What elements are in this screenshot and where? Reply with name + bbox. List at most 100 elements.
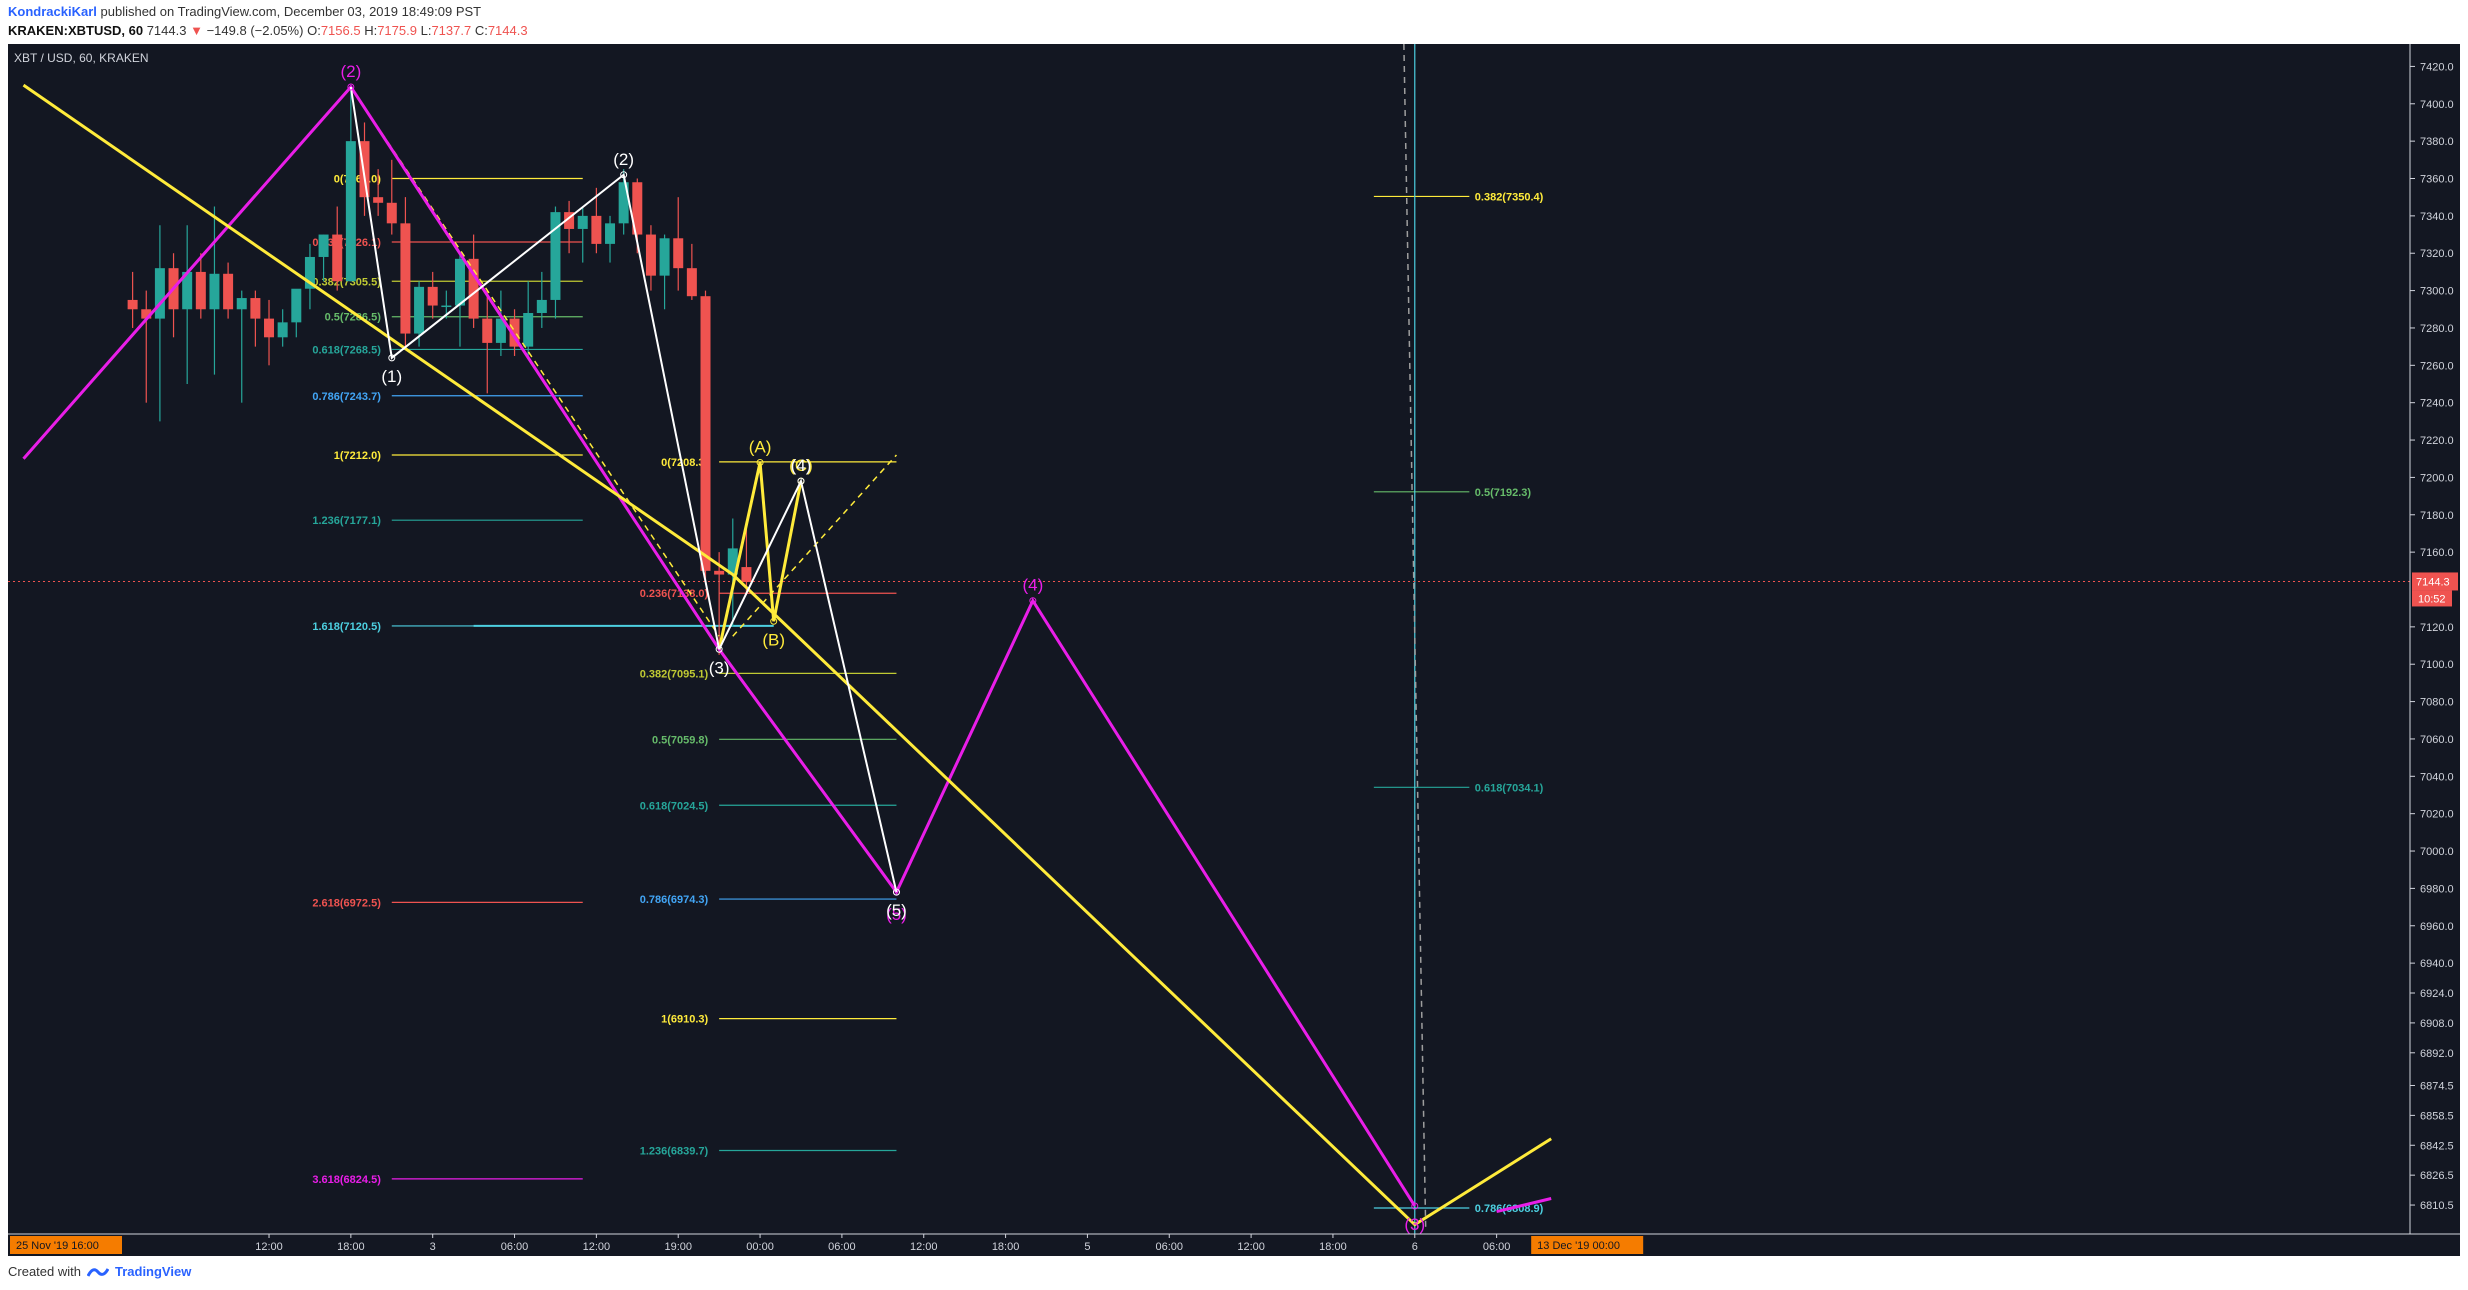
author-link[interactable]: KondrackiKarl [8, 4, 97, 19]
last-price-tag [2412, 572, 2458, 591]
candle [154, 225, 165, 422]
candle [386, 159, 397, 235]
y-tick-label: 6892.0 [2420, 1048, 2454, 1060]
publish-text: published on TradingView.com, December 0… [100, 4, 482, 19]
candle-body [345, 141, 356, 282]
candle-body [277, 322, 288, 338]
close-value: 7144.3 [487, 23, 528, 38]
yellow-trend [22, 83, 1552, 1227]
candle-body [632, 182, 643, 235]
fib-level-label: 0.382(7305.5) [312, 276, 381, 288]
candle-body [659, 238, 670, 276]
candle-body [332, 234, 343, 282]
candle [304, 243, 315, 310]
close-label: C: [474, 23, 488, 38]
footer: Created with TradingView [8, 1264, 191, 1279]
y-tick-label: 7000.0 [2420, 846, 2454, 858]
candle [427, 271, 438, 319]
time-range-tag [1531, 1236, 1644, 1254]
candle [250, 290, 261, 347]
fib-level-label: 1.236(7177.1) [312, 515, 381, 527]
wave-label: (A) [749, 437, 772, 456]
candle-body [318, 234, 329, 257]
candle [741, 524, 752, 596]
symbol-name: KRAKEN:XBTUSD, 60 [8, 23, 144, 38]
candle [536, 271, 547, 328]
price-axis [2410, 44, 2460, 1256]
candle-body [495, 318, 506, 343]
wave-point [892, 888, 900, 896]
candle [373, 169, 384, 216]
countdown-tag [2412, 590, 2452, 607]
fib-level-label: 0.5(7059.8) [652, 734, 709, 746]
candle-body [386, 202, 397, 224]
candle [332, 206, 343, 291]
countdown-value: 10:52 [2418, 593, 2446, 605]
created-with: Created with [8, 1264, 81, 1279]
x-tick-label: 6 [1412, 1241, 1418, 1253]
wave-point [770, 617, 778, 625]
candle [236, 290, 247, 403]
tradingview-logo-icon [86, 1267, 109, 1277]
candle [727, 518, 738, 627]
candle-body [182, 271, 193, 310]
candle [141, 290, 152, 403]
white-wave-a [349, 86, 721, 650]
candle [482, 290, 493, 394]
wave-point [388, 354, 396, 362]
candle-body [714, 570, 725, 575]
candle [209, 206, 220, 375]
candle-body [741, 567, 752, 583]
candle-body [427, 286, 438, 306]
last-price-value: 7144.3 [2416, 576, 2450, 588]
wave-label: (4) [1022, 576, 1043, 595]
y-tick-label: 6908.0 [2420, 1018, 2454, 1030]
y-tick-label: 6940.0 [2420, 958, 2454, 970]
wave-label: (4) [791, 456, 812, 475]
candle-body [154, 268, 165, 319]
candle [182, 225, 193, 384]
candle-body [577, 215, 588, 229]
down-arrow-icon: ▼ [190, 23, 203, 38]
y-tick-label: 7020.0 [2420, 809, 2454, 821]
x-tick-label: 18:00 [992, 1241, 1020, 1253]
wave-label: (3) [709, 658, 730, 677]
chart-area[interactable]: 0(7360.0)0.236(7326.1)0.382(7305.5)0.5(7… [8, 44, 2460, 1256]
y-tick-label: 7160.0 [2420, 547, 2454, 559]
candle [495, 290, 506, 356]
candle-body [264, 318, 275, 338]
fib-level-label: 3.618(6824.5) [312, 1174, 381, 1186]
x-tick-label: 06:00 [501, 1241, 529, 1253]
candle [264, 299, 275, 366]
x-tick-label: 12:00 [583, 1241, 611, 1253]
time-range-tag [10, 1236, 122, 1254]
candle-body [441, 305, 452, 308]
tradingview-brand[interactable]: TradingView [114, 1264, 192, 1279]
candle [605, 215, 616, 263]
yellow-abc [717, 462, 803, 650]
fib-level-label: 1.236(6839.7) [640, 1145, 709, 1157]
wave-point [715, 645, 723, 653]
y-tick-label: 7360.0 [2420, 174, 2454, 186]
x-tick-label: 06:00 [828, 1241, 856, 1253]
candle-body [509, 318, 520, 347]
candle-body [605, 223, 616, 244]
candle [127, 271, 138, 328]
low-value: 7137.7 [431, 23, 472, 38]
candle [618, 169, 629, 235]
white-wave-b [718, 478, 898, 893]
y-tick-label: 7240.0 [2420, 398, 2454, 410]
candle-body [291, 288, 302, 323]
y-tick-label: 6874.5 [2420, 1080, 2454, 1092]
x-tick-label: 12:00 [1237, 1241, 1265, 1253]
candle-body [591, 215, 602, 244]
y-tick-label: 6826.5 [2420, 1170, 2454, 1182]
x-tick-label: 5 [1084, 1241, 1090, 1253]
price-chart[interactable]: 0(7360.0)0.236(7326.1)0.382(7305.5)0.5(7… [8, 44, 2460, 1256]
candle [591, 187, 602, 254]
candle [454, 253, 465, 347]
y-tick-label: 6810.5 [2420, 1200, 2454, 1212]
y-tick-label: 7320.0 [2420, 248, 2454, 260]
y-tick-label: 7060.0 [2420, 734, 2454, 746]
y-tick-label: 6960.0 [2420, 921, 2454, 933]
